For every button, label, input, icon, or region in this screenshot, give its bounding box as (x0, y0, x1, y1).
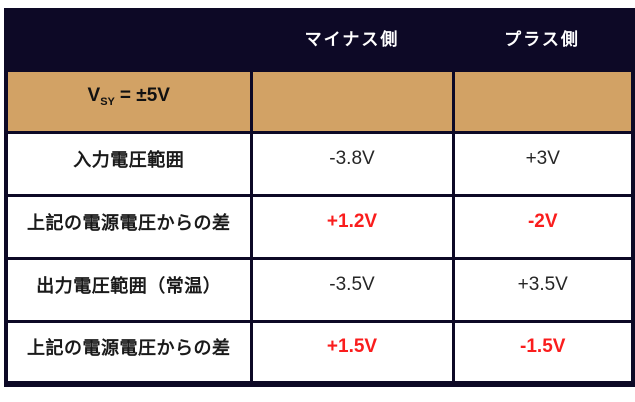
voltage-comparison-table: マイナス側 プラス側 VSY = ±5V 入力電圧範囲 -3.8V +3V 上記の… (4, 8, 635, 387)
table-row-diff-output: 上記の電源電圧からの差 +1.5V -1.5V (4, 319, 635, 386)
row-label: 出力電圧範囲（常温） (4, 256, 253, 323)
voltage-table-container: マイナス側 プラス側 VSY = ±5V 入力電圧範囲 -3.8V +3V 上記の… (4, 8, 635, 387)
minus-value: -3.8V (249, 130, 455, 197)
row-label: 上記の電源電圧からの差 (4, 319, 253, 386)
empty-cell (249, 68, 455, 134)
vsy-base: V (87, 85, 101, 106)
minus-value: -3.5V (249, 256, 455, 323)
vsy-value: = ±5V (119, 85, 170, 106)
header-empty-cell (6, 10, 251, 70)
row-label: 上記の電源電圧からの差 (4, 193, 253, 260)
plus-value: +3.5V (451, 256, 635, 323)
supply-voltage-row: VSY = ±5V (4, 68, 635, 134)
table-row-output-range: 出力電圧範囲（常温） -3.5V +3.5V (4, 256, 635, 323)
vsy-subscript: SY (100, 96, 115, 108)
table-row-input-range: 入力電圧範囲 -3.8V +3V (4, 130, 635, 197)
header-minus-side: マイナス側 (304, 30, 400, 49)
supply-voltage-label: VSY = ±5V (4, 68, 253, 134)
plus-value: -1.5V (451, 319, 635, 386)
plus-value: +3V (451, 130, 635, 197)
minus-value: +1.5V (249, 319, 455, 386)
header-plus-side: プラス側 (504, 30, 580, 49)
row-label: 入力電圧範囲 (4, 130, 253, 197)
minus-value: +1.2V (249, 193, 455, 260)
table-header-row: マイナス側 プラス側 (6, 10, 633, 70)
empty-cell (451, 68, 635, 134)
table-row-diff-input: 上記の電源電圧からの差 +1.2V -2V (4, 193, 635, 260)
plus-value: -2V (451, 193, 635, 260)
